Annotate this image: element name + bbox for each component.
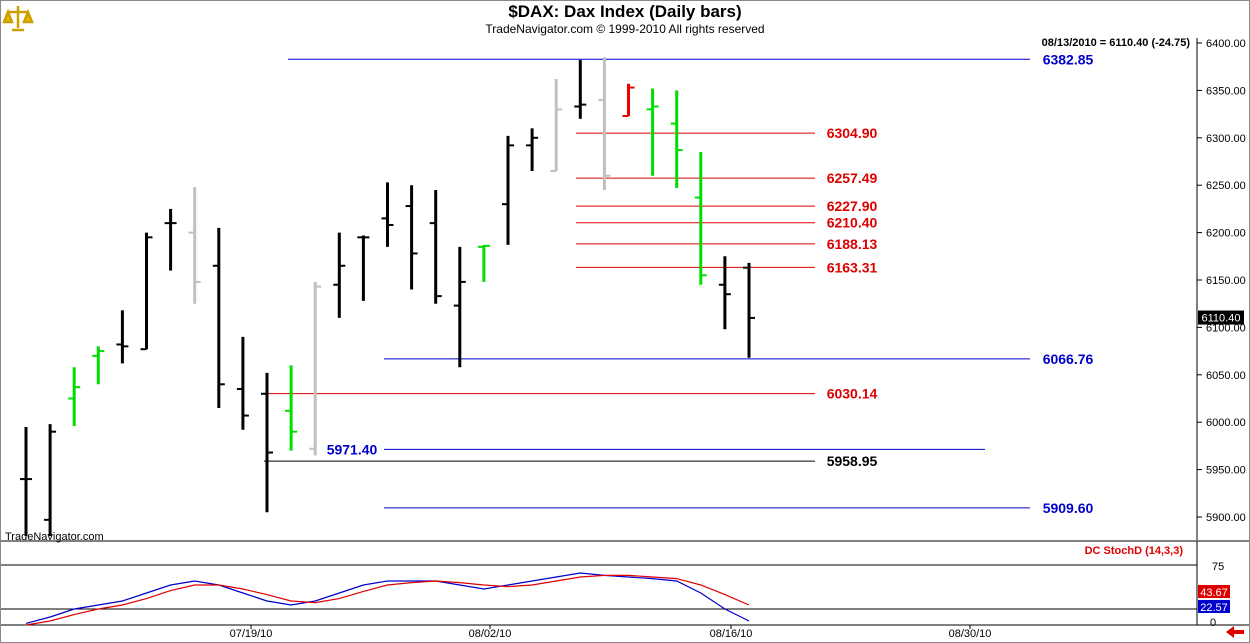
price-bar xyxy=(188,187,201,304)
price-bar xyxy=(598,57,611,190)
price-bar xyxy=(694,152,707,285)
price-bar xyxy=(743,262,755,358)
stoch-series-d xyxy=(25,574,750,626)
price-bar xyxy=(718,256,731,330)
price-bar xyxy=(68,367,81,426)
price-bar xyxy=(477,244,490,282)
price-bar xyxy=(116,310,129,364)
stoch-series-k xyxy=(25,572,750,624)
last-price-label: 6110.40 xyxy=(1202,313,1241,325)
y-tick-label: 5900.00 xyxy=(1206,512,1246,524)
scales-logo-icon[interactable] xyxy=(2,3,34,35)
y-tick-label: 6250.00 xyxy=(1206,180,1246,192)
price-bar xyxy=(261,372,273,513)
watermark: TradeNavigator.com xyxy=(5,531,104,543)
price-bar xyxy=(236,336,249,430)
price-bar xyxy=(164,208,177,271)
price-bar xyxy=(20,426,32,536)
y-tick-label: 5950.00 xyxy=(1206,465,1246,477)
price-bar xyxy=(670,90,683,189)
y-tick-label: 6000.00 xyxy=(1206,417,1246,429)
price-bar xyxy=(574,60,587,119)
stoch-k-value: 22.57 xyxy=(1200,602,1228,614)
x-tick-label: 08/30/10 xyxy=(949,628,992,640)
level-label: 6382.85 xyxy=(1043,51,1094,67)
level-label: 6163.31 xyxy=(827,259,878,275)
level-label: 6066.76 xyxy=(1043,351,1094,367)
price-bar xyxy=(357,235,370,301)
price-bar xyxy=(429,189,442,304)
level-label: 6304.90 xyxy=(827,125,878,141)
price-bar xyxy=(453,246,466,368)
level-label: 6210.40 xyxy=(827,215,878,231)
stoch-bottom-label: 0 xyxy=(1210,617,1216,629)
price-bar xyxy=(92,346,105,385)
price-bar xyxy=(526,128,539,171)
header-readout: 08/13/2010 = 6110.40 (-24.75) xyxy=(1042,37,1191,49)
y-tick-label: 6400.00 xyxy=(1206,38,1246,50)
price-bar xyxy=(44,424,57,536)
x-tick-label: 08/02/10 xyxy=(469,628,512,640)
level-label: 5909.60 xyxy=(1043,500,1094,516)
price-bar xyxy=(140,232,153,351)
stoch-tick-75: 75 xyxy=(1212,561,1224,573)
price-bar xyxy=(212,227,225,408)
stoch-d-value: 43.67 xyxy=(1200,587,1228,599)
x-axis: 07/19/10 08/02/10 08/16/10 08/30/10 xyxy=(230,625,992,640)
x-tick-label: 07/19/10 xyxy=(230,628,273,640)
y-tick-label: 6050.00 xyxy=(1206,370,1246,382)
stoch-d-tag: 43.67 xyxy=(1198,585,1230,599)
chart-title: $DAX: Dax Index (Daily bars) xyxy=(508,2,741,21)
price-bar xyxy=(622,83,635,117)
left-arrow-icon[interactable] xyxy=(1226,626,1244,638)
stochastic-panel: DC StochD (14,3,3) 75 22.57 43.67 0 xyxy=(1,541,1249,629)
price-bar xyxy=(502,135,514,245)
price-y-axis: 6400.00 6350.00 6300.00 6250.00 6200.00 6150.… xyxy=(1197,38,1246,524)
level-label: 5958.95 xyxy=(827,453,878,469)
price-bar xyxy=(381,182,394,247)
stoch-title: DC StochD (14,3,3) xyxy=(1085,545,1184,557)
x-tick-label: 08/16/10 xyxy=(710,628,753,640)
level-label: 6227.90 xyxy=(827,198,878,214)
y-tick-label: 6200.00 xyxy=(1206,228,1246,240)
y-tick-label: 6350.00 xyxy=(1206,85,1246,97)
price-bar xyxy=(405,185,418,290)
level-label: 6030.14 xyxy=(827,386,878,402)
price-bar xyxy=(309,281,322,456)
price-bars xyxy=(20,57,755,536)
level-label: 5971.40 xyxy=(327,441,378,457)
price-bar xyxy=(333,232,346,318)
level-label: 6257.49 xyxy=(827,170,878,186)
chart-subtitle: TradeNavigator.com © 1999-2010 All right… xyxy=(485,22,764,36)
stoch-k-tag: 22.57 xyxy=(1198,600,1230,614)
y-tick-label: 6150.00 xyxy=(1206,275,1246,287)
level-label: 6188.13 xyxy=(827,236,878,252)
last-price-tag: 6110.40 xyxy=(1198,310,1244,325)
y-tick-label: 6300.00 xyxy=(1206,133,1246,145)
price-bar xyxy=(550,79,563,172)
price-bar xyxy=(646,88,659,176)
y-tick-label: 6100.00 xyxy=(1206,322,1246,334)
price-bar xyxy=(285,365,298,451)
